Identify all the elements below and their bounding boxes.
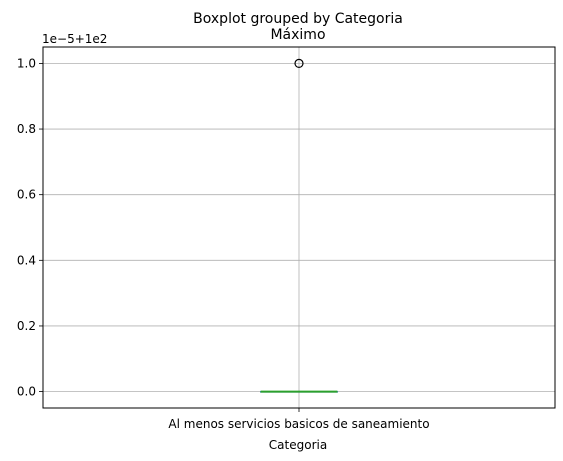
x-axis-label: Categoria: [269, 438, 327, 452]
y-tick-label: 1.0: [17, 56, 36, 70]
grid-lines: [43, 47, 555, 408]
axes-frame: [42, 46, 556, 409]
outlier-point: [294, 58, 304, 69]
y-offset-label: 1e−5+1e2: [42, 32, 107, 46]
y-tick-label: 0.4: [17, 253, 36, 267]
x-tick-label: Al menos servicios basicos de saneamient…: [168, 417, 429, 431]
plot-area: [260, 58, 338, 393]
y-tick-label: 0.2: [17, 319, 36, 333]
chart-title: Máximo: [270, 27, 325, 43]
chart-suptitle: Boxplot grouped by Categoria: [193, 11, 403, 27]
x-axis-ticks: Al menos servicios basicos de saneamient…: [168, 408, 430, 431]
y-tick-label: 0.6: [17, 188, 36, 202]
y-tick-label: 0.8: [17, 122, 36, 136]
y-axis-ticks: 0.0 0.2 0.4 0.6 0.8 1.0: [17, 56, 43, 399]
y-tick-label: 0.0: [17, 385, 36, 399]
